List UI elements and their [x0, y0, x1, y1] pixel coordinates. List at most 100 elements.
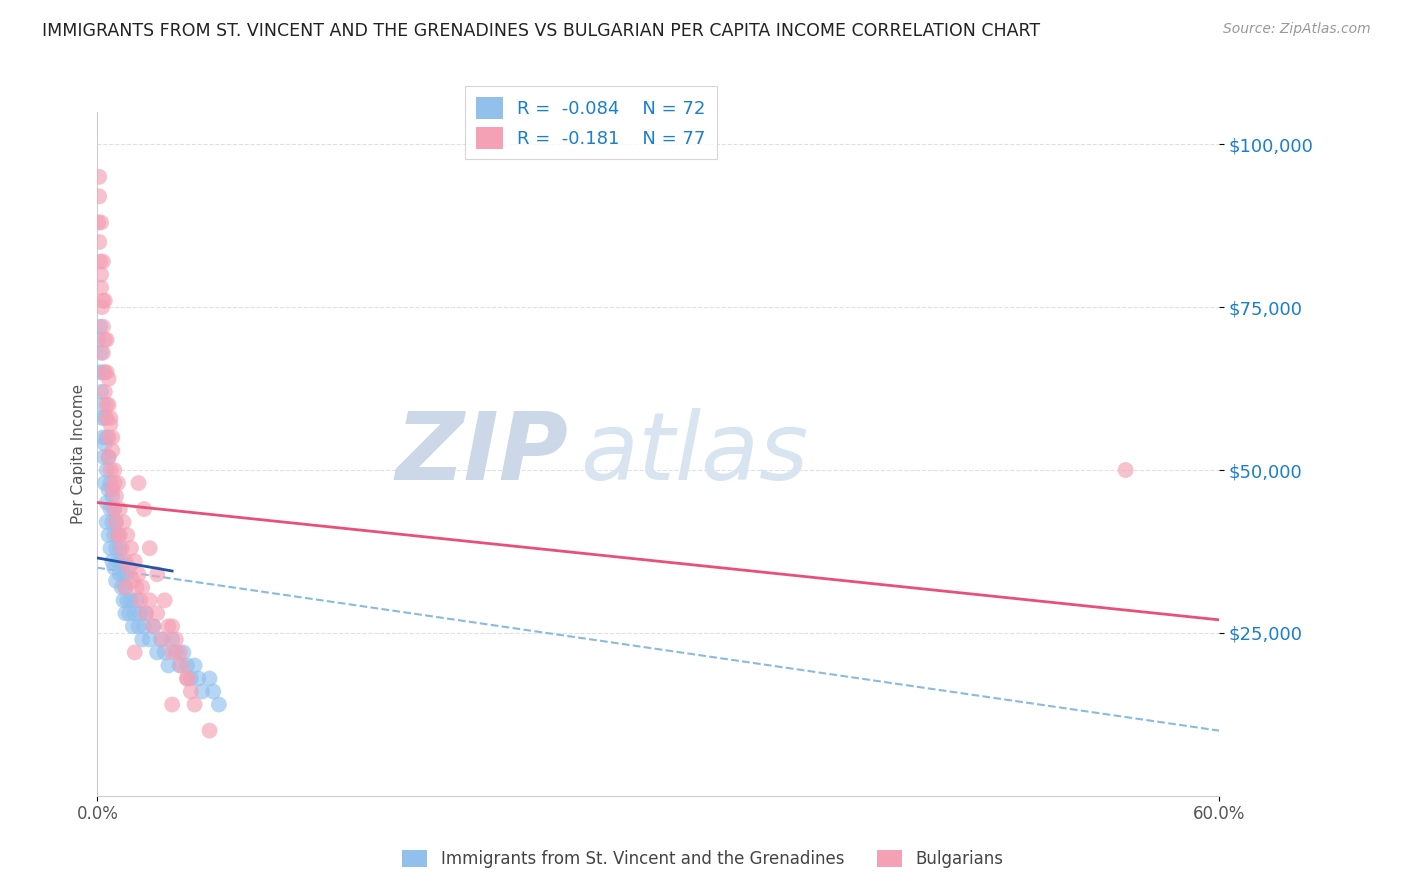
- Point: [94, 365, 117, 379]
- Point: [101, 483, 124, 497]
- Point: [89, 169, 111, 184]
- Point: [138, 632, 160, 647]
- Text: atlas: atlas: [579, 409, 808, 500]
- Point: [142, 619, 165, 633]
- Point: [120, 541, 142, 556]
- Point: [89, 235, 111, 249]
- Point: [97, 450, 120, 464]
- Point: [100, 502, 122, 516]
- Point: [91, 300, 114, 314]
- Point: [96, 515, 118, 529]
- Point: [180, 684, 202, 698]
- Point: [94, 410, 117, 425]
- Point: [107, 476, 129, 491]
- Point: [157, 658, 180, 673]
- Point: [89, 189, 111, 203]
- Point: [127, 476, 149, 491]
- Point: [103, 463, 125, 477]
- Point: [94, 437, 117, 451]
- Point: [208, 698, 231, 712]
- Point: [160, 698, 183, 712]
- Point: [97, 372, 120, 386]
- Y-axis label: Per Capita Income: Per Capita Income: [72, 384, 86, 524]
- Point: [100, 410, 122, 425]
- Point: [108, 502, 131, 516]
- Point: [112, 515, 135, 529]
- Point: [105, 515, 128, 529]
- Point: [97, 398, 120, 412]
- Point: [176, 672, 198, 686]
- Point: [170, 658, 193, 673]
- Point: [105, 574, 128, 588]
- Point: [124, 645, 146, 659]
- Point: [129, 607, 152, 621]
- Point: [112, 567, 135, 582]
- Point: [157, 619, 180, 633]
- Point: [94, 293, 117, 308]
- Point: [108, 528, 131, 542]
- Point: [114, 554, 136, 568]
- Point: [122, 619, 145, 633]
- Point: [87, 215, 110, 229]
- Point: [101, 430, 124, 444]
- Point: [135, 607, 157, 621]
- Point: [198, 723, 221, 738]
- Point: [111, 580, 134, 594]
- Point: [107, 554, 129, 568]
- Point: [91, 293, 114, 308]
- Point: [96, 410, 118, 425]
- Text: ZIP: ZIP: [395, 408, 568, 500]
- Point: [91, 430, 114, 444]
- Point: [202, 684, 225, 698]
- Point: [118, 607, 141, 621]
- Point: [114, 580, 136, 594]
- Point: [153, 645, 176, 659]
- Point: [120, 593, 142, 607]
- Point: [91, 319, 114, 334]
- Point: [101, 443, 124, 458]
- Point: [114, 580, 136, 594]
- Point: [101, 515, 124, 529]
- Point: [142, 619, 165, 633]
- Point: [108, 567, 131, 582]
- Point: [90, 345, 112, 359]
- Point: [90, 215, 112, 229]
- Point: [96, 365, 118, 379]
- Point: [105, 515, 128, 529]
- Legend: Immigrants from St. Vincent and the Grenadines, Bulgarians: Immigrants from St. Vincent and the Gren…: [395, 843, 1011, 875]
- Point: [153, 593, 176, 607]
- Point: [97, 528, 120, 542]
- Point: [160, 632, 183, 647]
- Point: [117, 567, 139, 582]
- Point: [169, 658, 191, 673]
- Legend: R =  -0.084    N = 72, R =  -0.181    N = 77: R = -0.084 N = 72, R = -0.181 N = 77: [465, 87, 717, 160]
- Point: [176, 658, 198, 673]
- Point: [125, 593, 148, 607]
- Point: [131, 580, 153, 594]
- Point: [146, 607, 169, 621]
- Point: [127, 567, 149, 582]
- Point: [103, 476, 125, 491]
- Point: [89, 254, 111, 268]
- Point: [87, 333, 110, 347]
- Point: [91, 254, 114, 268]
- Point: [132, 619, 155, 633]
- Point: [91, 365, 114, 379]
- Point: [111, 541, 134, 556]
- Point: [100, 541, 122, 556]
- Point: [124, 607, 146, 621]
- Point: [191, 684, 214, 698]
- Point: [96, 495, 118, 509]
- Point: [117, 593, 139, 607]
- Point: [131, 632, 153, 647]
- Point: [103, 560, 125, 574]
- Point: [183, 658, 205, 673]
- Point: [96, 430, 118, 444]
- Point: [187, 672, 209, 686]
- Point: [152, 632, 174, 647]
- Point: [125, 580, 148, 594]
- Point: [89, 365, 111, 379]
- Point: [124, 554, 146, 568]
- Point: [114, 607, 136, 621]
- Point: [107, 528, 129, 542]
